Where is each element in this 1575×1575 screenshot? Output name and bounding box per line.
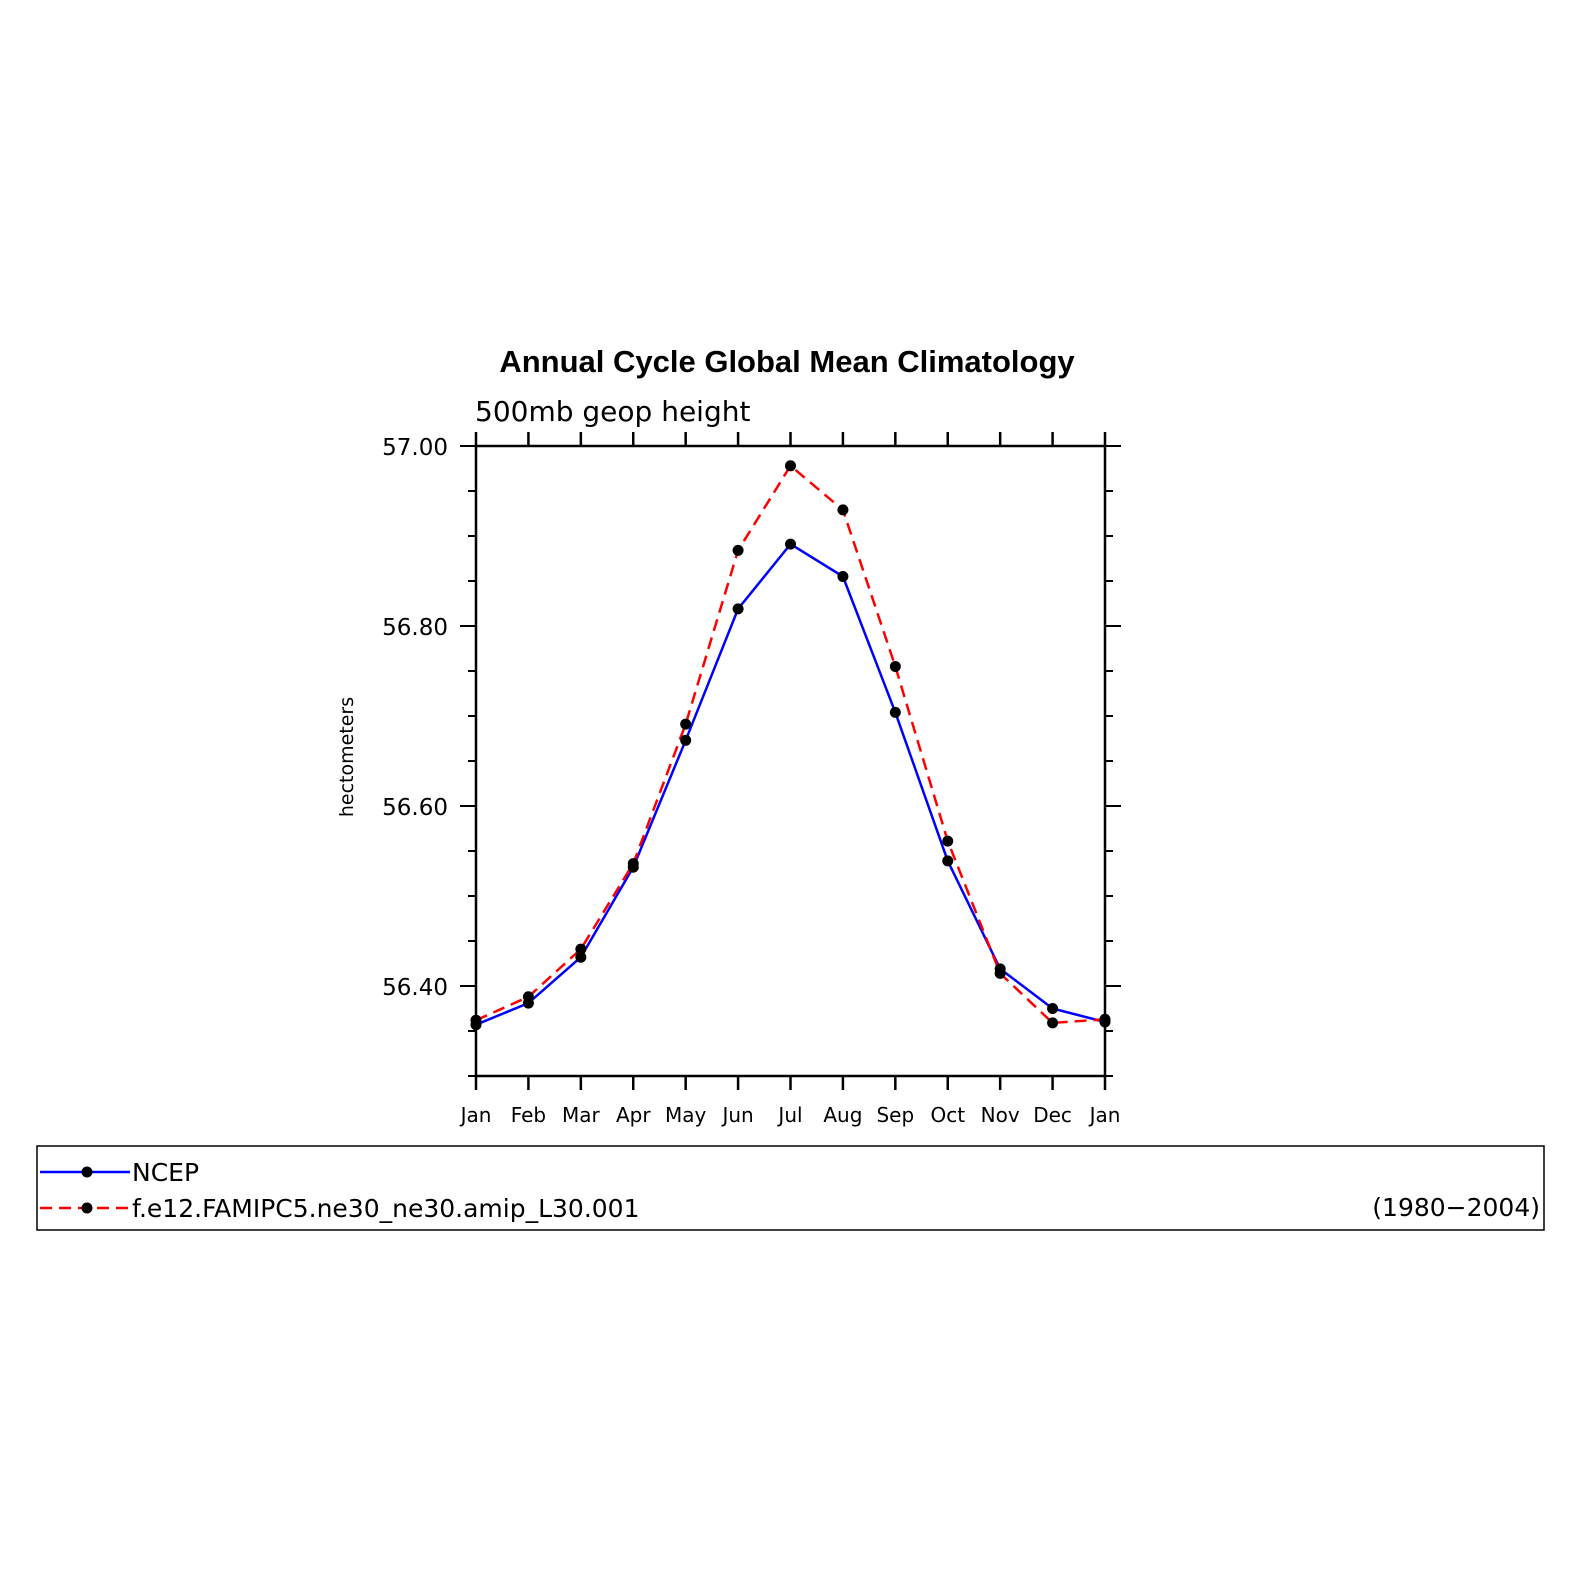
y-tick-label: 57.00 — [382, 435, 448, 461]
series-1-point — [575, 951, 587, 963]
y-tick-label: 56.60 — [382, 795, 448, 821]
x-tick-label: Feb — [511, 1103, 546, 1127]
legend-label-1: NCEP — [132, 1158, 199, 1187]
chart-title: Annual Cycle Global Mean Climatology — [499, 344, 1075, 379]
legend-label-2: f.e12.FAMIPC5.ne30_ne30.amip_L30.001 — [132, 1194, 640, 1223]
series-1-point — [942, 855, 954, 867]
series-1-point — [785, 538, 796, 550]
series-2-point — [732, 544, 744, 556]
series-2-point — [470, 1014, 482, 1026]
series-2-point — [575, 943, 587, 955]
series-line-1 — [475, 542, 1106, 1026]
series-2-point — [837, 504, 849, 516]
x-tick-label: Aug — [823, 1103, 862, 1127]
series-2-point — [1099, 1013, 1111, 1025]
x-tick-label: Nov — [981, 1103, 1020, 1127]
series-2-point — [785, 460, 796, 472]
series-2-point — [889, 661, 901, 672]
series-2-point — [627, 858, 639, 870]
x-tick-label: Jan — [1088, 1103, 1121, 1127]
series-1-point — [889, 706, 901, 718]
x-tick-label: Dec — [1033, 1103, 1072, 1127]
series-2-point — [522, 991, 534, 1003]
legend-period-note: (1980−2004) — [1372, 1193, 1540, 1222]
plot-area: Jan Feb Mar Apr May Jun Jul Aug Sep Oct Nov Dec Jan 5… — [382, 432, 1121, 1127]
x-tick-label: Sep — [876, 1103, 914, 1127]
x-tick-label: Apr — [616, 1103, 651, 1127]
series-2-point — [994, 967, 1006, 979]
series-2-point — [680, 718, 692, 730]
chart-subtitle: 500mb geop height — [475, 395, 750, 428]
y-tick-label: 56.80 — [382, 615, 448, 641]
x-tick-label: Jun — [720, 1103, 753, 1127]
series-2-point — [1047, 1017, 1059, 1029]
series-2-point — [942, 835, 954, 847]
series-1-point — [837, 571, 849, 582]
legend-marker-1 — [81, 1166, 93, 1178]
y-tick-label: 56.40 — [382, 975, 448, 1001]
x-tick-label: May — [665, 1103, 707, 1127]
legend: (1980−2004) NCEP f.e12.FAMIPC5.ne30_ne30.… — [36, 1145, 1545, 1231]
series-1-point — [732, 603, 744, 615]
y-axis-label: hectometers — [336, 697, 358, 817]
legend-box — [36, 1145, 1545, 1231]
legend-marker-2 — [81, 1202, 93, 1214]
x-tick-label: Jan — [459, 1103, 492, 1127]
series-1-point — [680, 734, 692, 746]
x-tick-label: Oct — [930, 1103, 965, 1127]
x-tick-label: Mar — [562, 1103, 601, 1127]
series-1-point — [1047, 1003, 1059, 1014]
x-tick-label: Jul — [776, 1103, 802, 1127]
